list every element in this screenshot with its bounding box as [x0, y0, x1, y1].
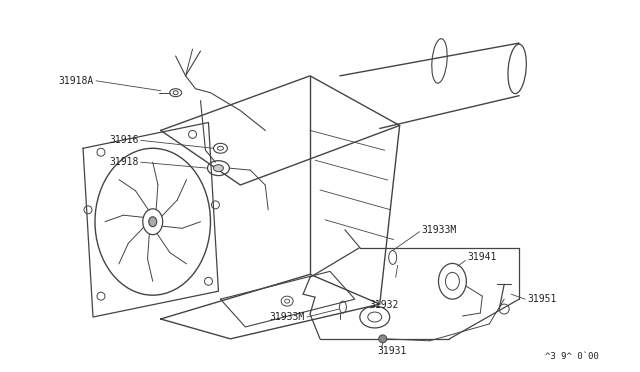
Text: 31933M: 31933M	[422, 225, 457, 235]
Text: 31918A: 31918A	[59, 76, 94, 86]
Text: 31941: 31941	[467, 253, 497, 263]
Text: ^3 9^ 0`00: ^3 9^ 0`00	[545, 352, 599, 361]
Text: 31951: 31951	[527, 294, 556, 304]
Ellipse shape	[148, 217, 157, 227]
Text: 31916: 31916	[109, 135, 139, 145]
Text: 31933M: 31933M	[270, 312, 305, 322]
Ellipse shape	[214, 165, 223, 171]
Text: 31918: 31918	[109, 157, 139, 167]
Ellipse shape	[379, 335, 387, 343]
Text: 31931: 31931	[378, 346, 407, 356]
Text: 31932: 31932	[370, 300, 399, 310]
